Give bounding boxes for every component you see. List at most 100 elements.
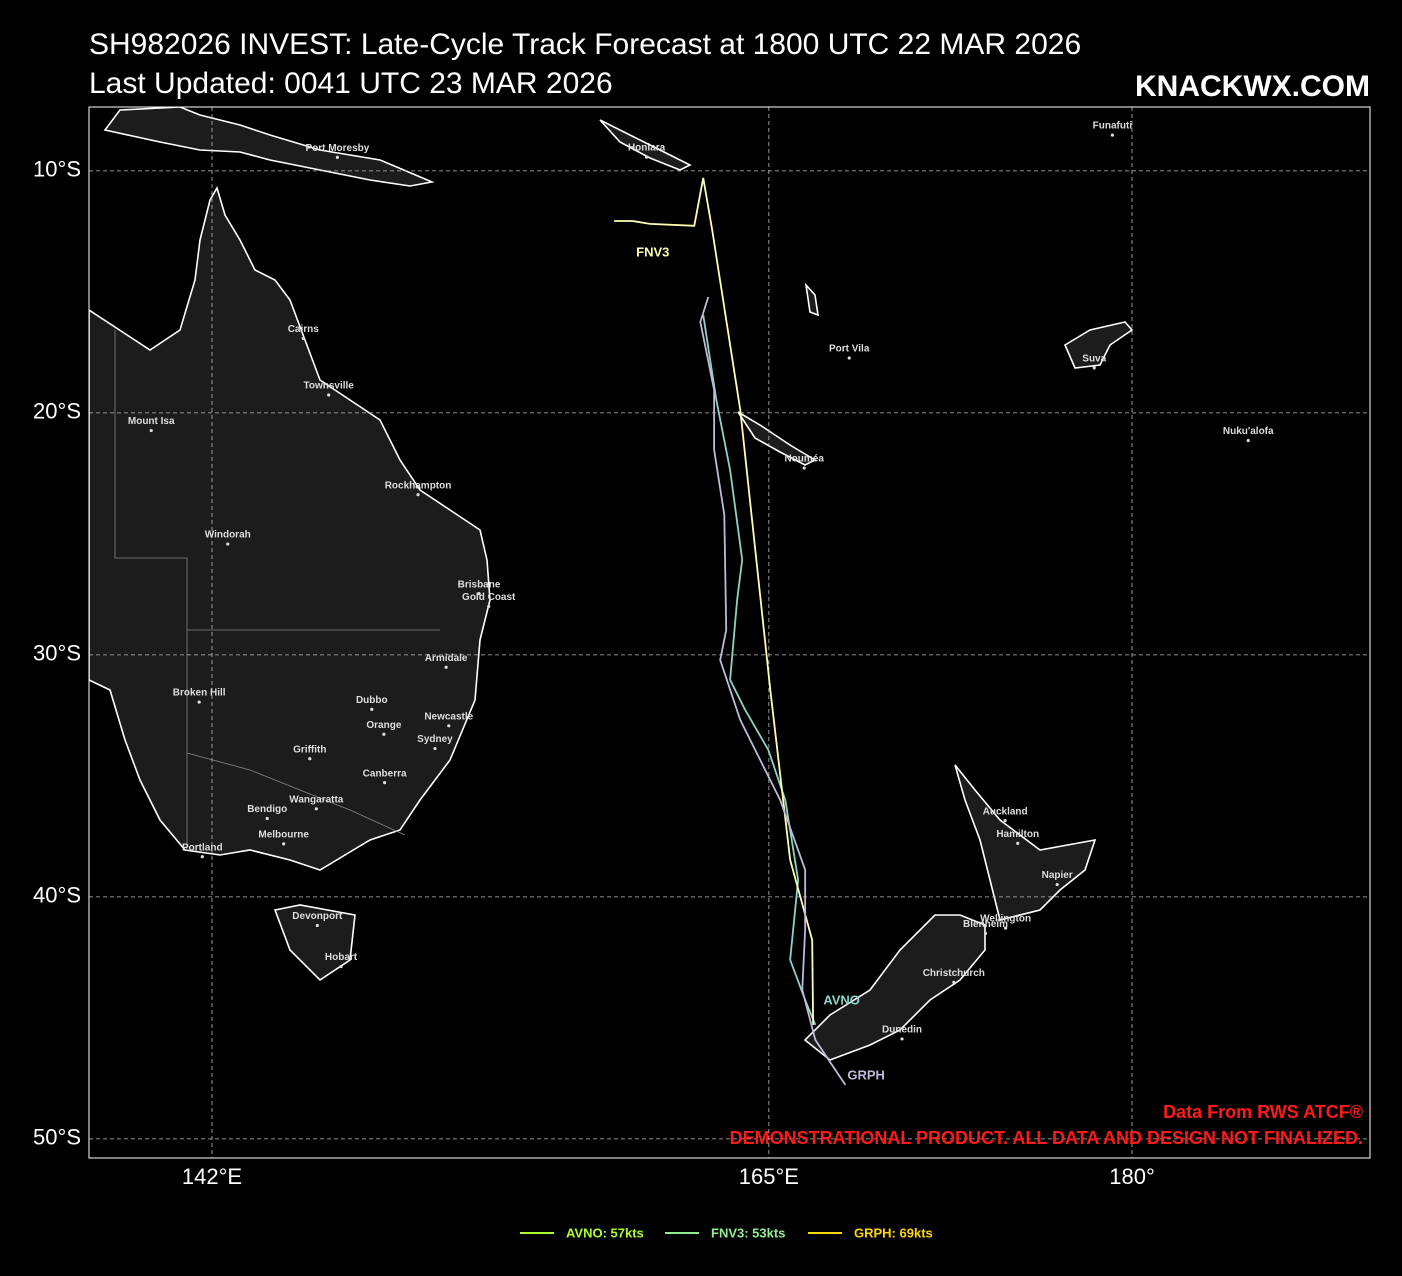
fiji bbox=[1063, 321, 1134, 369]
subtitle: Last Updated: 0041 UTC 23 MAR 2026 bbox=[89, 67, 613, 100]
city-label: Newcastle bbox=[424, 711, 473, 722]
city-label: Melbourne bbox=[258, 830, 309, 841]
state-border bbox=[114, 330, 188, 850]
brand: KNACKWX.COM bbox=[1135, 70, 1370, 103]
y-tick-label: 10°S bbox=[33, 157, 81, 182]
y-tick-label: 50°S bbox=[33, 1125, 81, 1150]
track-label: FNV3 bbox=[636, 244, 669, 259]
x-tick-label: 180° bbox=[1109, 1164, 1155, 1189]
city-dot bbox=[900, 1037, 904, 1041]
city-dot bbox=[983, 931, 988, 936]
solomon-islands bbox=[599, 119, 692, 171]
city-dot bbox=[1016, 841, 1020, 846]
source-note: Data From RWS ATCF® bbox=[1163, 1102, 1363, 1122]
city-dot bbox=[370, 707, 374, 711]
city-label: Nuku'alofa bbox=[1223, 426, 1274, 437]
legend: AVNO: 57kts FNV3: 53kts GRPH: 69kts bbox=[520, 1225, 933, 1240]
nz-north-island bbox=[954, 764, 1097, 921]
city-dot bbox=[802, 466, 806, 470]
tasmania bbox=[273, 904, 356, 982]
plot-frame bbox=[88, 106, 1371, 1159]
city-dot bbox=[200, 855, 204, 859]
city-label: Portland bbox=[182, 842, 223, 853]
coastlines bbox=[89, 107, 1134, 1061]
city-dot bbox=[1110, 133, 1114, 137]
city-dot bbox=[308, 757, 312, 761]
axis-labels: 142°E 165°E 180° 10°S 20°S 30°S 40°S 50°S bbox=[33, 157, 1155, 1189]
city-label: Canberra bbox=[363, 768, 407, 779]
city-label: Hamilton bbox=[996, 829, 1039, 840]
city-dot bbox=[1004, 926, 1008, 930]
city-label: Port Vila bbox=[829, 344, 870, 355]
city-dot bbox=[265, 816, 269, 821]
city-label: Wellington bbox=[980, 914, 1031, 925]
city-label: Windorah bbox=[205, 530, 251, 541]
city-label: Rockhampton bbox=[385, 480, 452, 491]
city-label: Auckland bbox=[983, 806, 1028, 817]
city-dot bbox=[433, 746, 437, 751]
city-dot bbox=[416, 493, 420, 497]
city-dot bbox=[447, 724, 451, 728]
city-dot bbox=[197, 700, 201, 704]
forecast-track bbox=[614, 177, 815, 1025]
y-tick-label: 40°S bbox=[33, 883, 81, 908]
city-label: Dubbo bbox=[356, 695, 388, 706]
city-label: Griffith bbox=[293, 744, 326, 755]
disclaimer: DEMONSTRATIONAL PRODUCT. ALL DATA AND DE… bbox=[730, 1128, 1363, 1148]
title: SH982026 INVEST: Late-Cycle Track Foreca… bbox=[89, 28, 1081, 61]
x-tick-label: 165°E bbox=[739, 1164, 799, 1189]
city-dot bbox=[847, 356, 851, 360]
y-tick-label: 20°S bbox=[33, 399, 81, 424]
city-dot bbox=[644, 155, 649, 159]
city-label: Dunedin bbox=[882, 1025, 922, 1036]
new-caledonia bbox=[737, 411, 817, 466]
track-label: GRPH bbox=[847, 1067, 885, 1082]
city-dot bbox=[1092, 366, 1096, 370]
city-label: Wangaratta bbox=[289, 794, 344, 805]
city-label: Gold Coast bbox=[462, 592, 516, 603]
city-dot bbox=[327, 393, 331, 397]
legend-label: FNV3: 53kts bbox=[711, 1225, 785, 1240]
city-dot bbox=[477, 592, 481, 596]
city-dot bbox=[314, 807, 318, 811]
x-tick-label: 142°E bbox=[182, 1164, 242, 1189]
city-label: Mount Isa bbox=[128, 416, 175, 427]
city-label: Nouméa bbox=[784, 454, 824, 465]
city-dot bbox=[339, 964, 343, 969]
grid bbox=[89, 107, 1370, 1158]
city-label: Funafuti bbox=[1093, 121, 1133, 132]
city-label: Christchurch bbox=[923, 968, 985, 979]
city-dot bbox=[149, 428, 153, 433]
legend-label: GRPH: 69kts bbox=[854, 1225, 933, 1240]
city-label: Napier bbox=[1042, 870, 1073, 881]
city-label: Hobart bbox=[325, 952, 358, 963]
city-label: Honiara bbox=[628, 143, 666, 154]
city-label: Cairns bbox=[288, 324, 320, 335]
city-label: Brisbane bbox=[458, 579, 501, 590]
papua-new-guinea bbox=[103, 107, 435, 187]
city-dot bbox=[226, 542, 230, 546]
city-dot bbox=[1246, 438, 1250, 443]
map-layers: Port Moresby Honiara Funafuti Cairns Townsvi… bbox=[128, 121, 1274, 1086]
nz-south-island bbox=[803, 914, 986, 1061]
forecast-track bbox=[699, 296, 847, 1086]
y-tick-label: 30°S bbox=[33, 641, 81, 666]
australia bbox=[89, 185, 491, 871]
city-label: Townsville bbox=[303, 381, 354, 392]
city-dot bbox=[1003, 819, 1007, 823]
state-border bbox=[186, 752, 406, 836]
city-label: Armidale bbox=[425, 653, 468, 664]
legend-label: AVNO: 57kts bbox=[566, 1225, 644, 1240]
city-label: Orange bbox=[366, 720, 401, 731]
city-label: Blenheim bbox=[963, 919, 1008, 930]
city-dot bbox=[383, 781, 387, 785]
city-dot bbox=[952, 980, 956, 984]
city-label: Broken Hill bbox=[173, 688, 226, 699]
city-label: Suva bbox=[1082, 354, 1106, 365]
city-dot bbox=[315, 923, 319, 928]
vanuatu bbox=[804, 282, 819, 317]
forecast-track bbox=[702, 314, 817, 1026]
city-dot bbox=[444, 665, 448, 669]
